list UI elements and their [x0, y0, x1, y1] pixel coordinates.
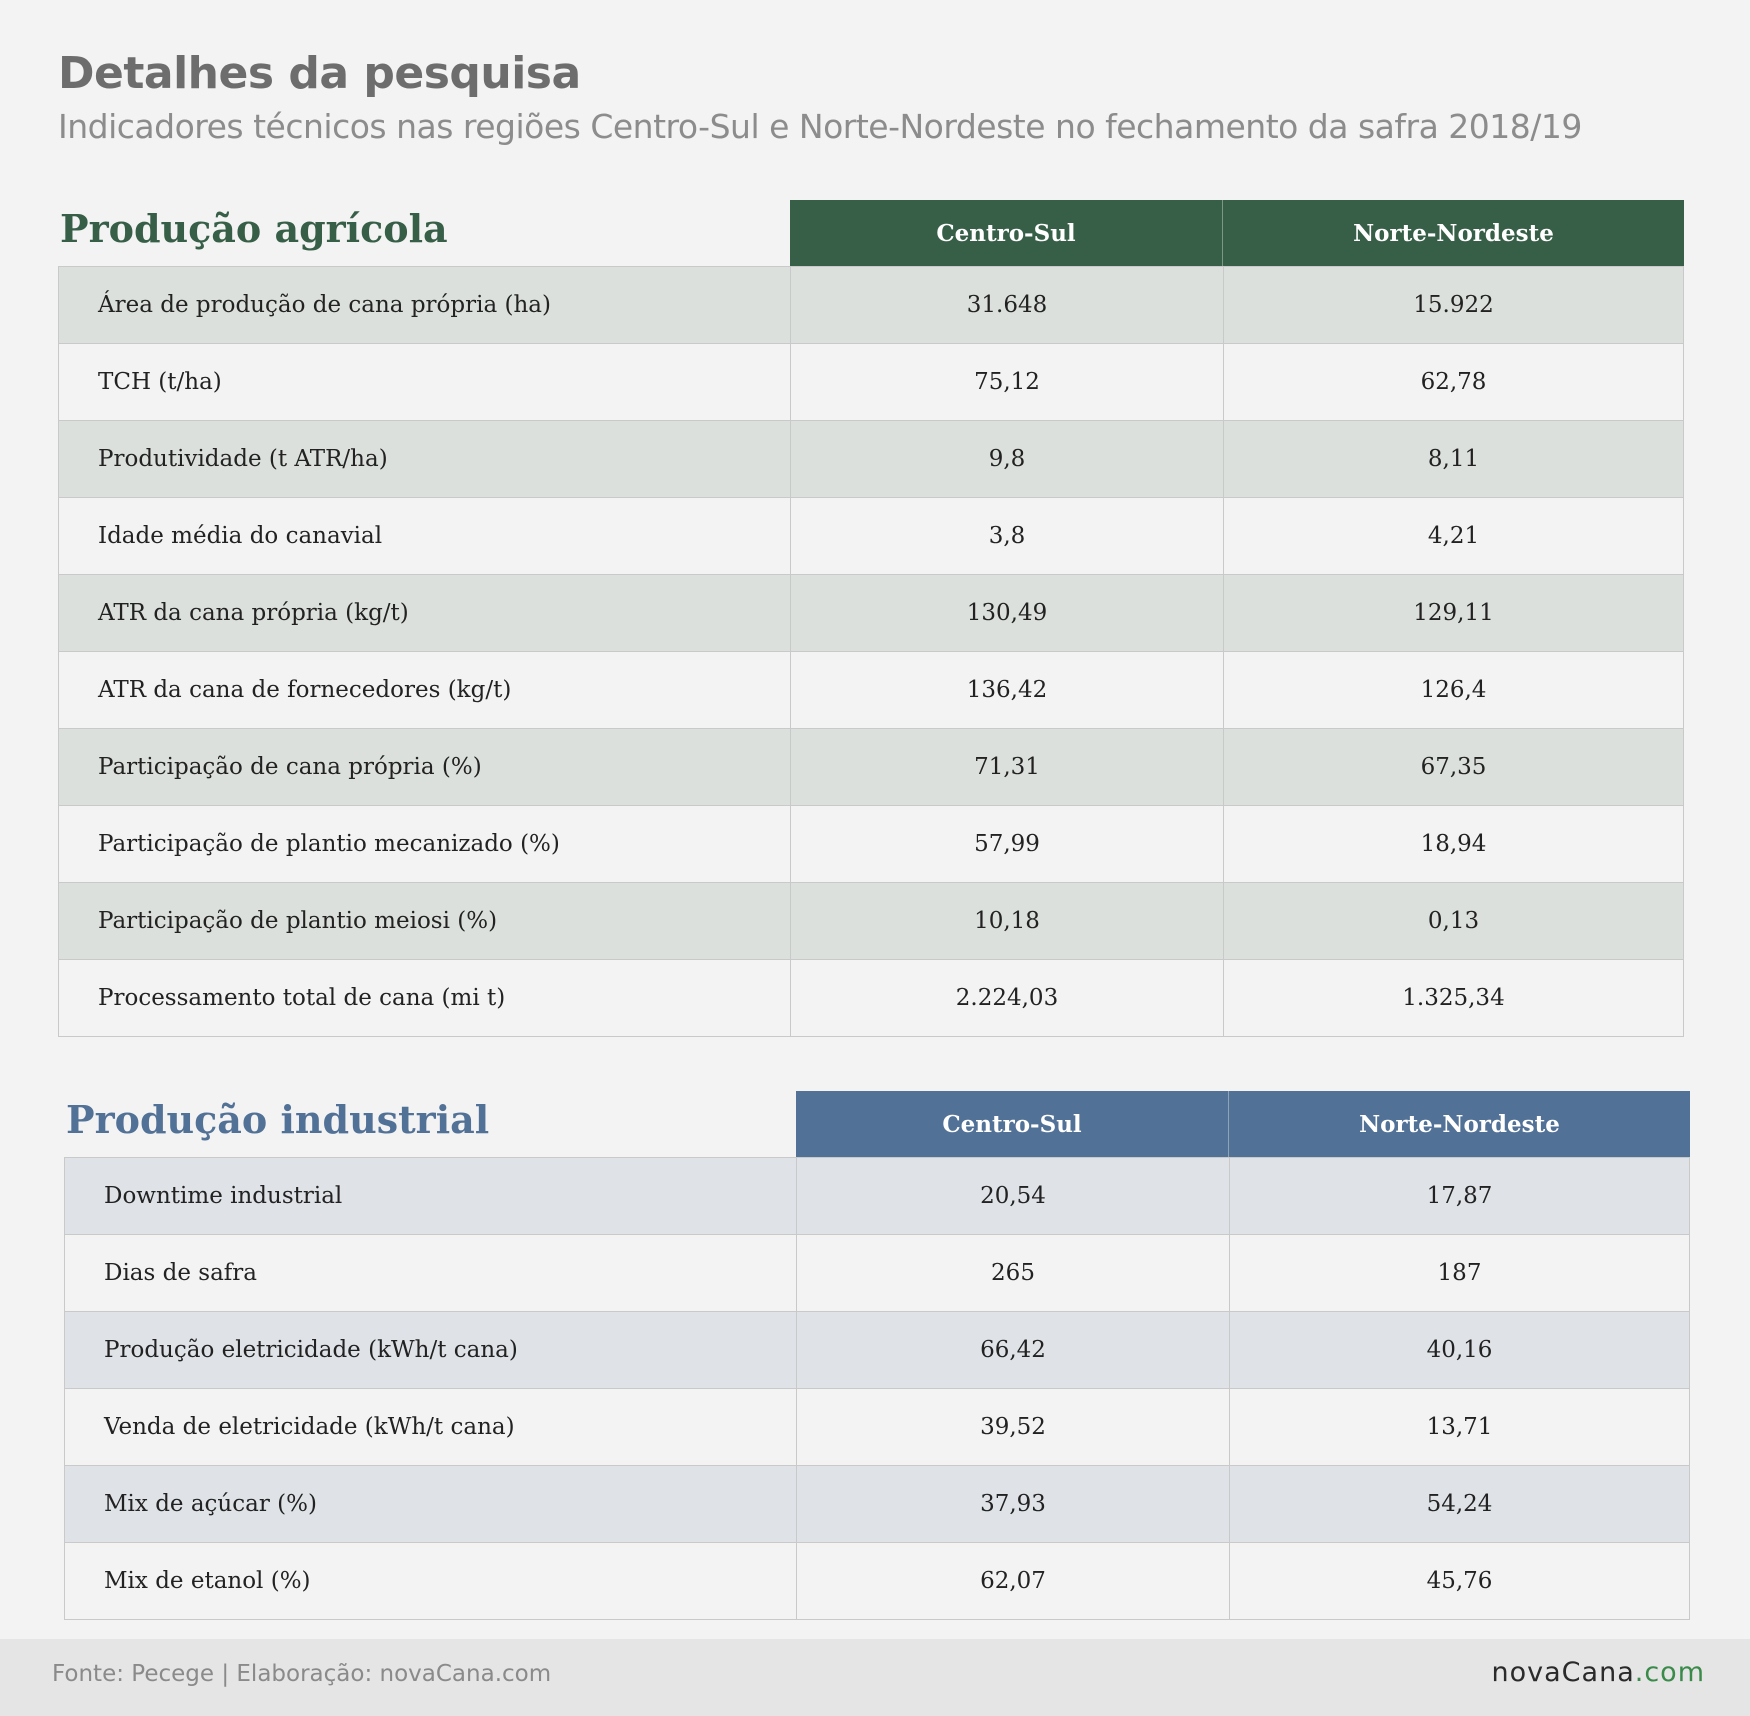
- value-norte-nordeste: 54,24: [1426, 1491, 1493, 1517]
- value-centro-sul: 136,42: [791, 652, 1224, 728]
- row-label: ATR da cana própria (kg/t): [59, 575, 791, 651]
- row-label: Mix de açúcar (%): [65, 1466, 797, 1542]
- novacana-logo[interactable]: novaCana.com: [1492, 1657, 1705, 1688]
- industrial-section: Produção industrial Centro-Sul Norte-Nor…: [64, 1091, 1690, 1620]
- value-centro-sul: 20,54: [797, 1158, 1230, 1234]
- value-norte-nordeste: 8,11: [1427, 446, 1480, 472]
- value-norte-nordeste: 126,4: [1420, 677, 1487, 703]
- row-label: Dias de safra: [65, 1235, 797, 1311]
- industrial-col-centro-sul: Centro-Sul: [796, 1091, 1229, 1157]
- agricultural-table: Área de produção de cana própria (ha) 31.…: [58, 266, 1684, 1037]
- industrial-col-norte-nordeste: Norte-Nordeste: [1229, 1091, 1690, 1157]
- row-label: Participação de plantio mecanizado (%): [59, 806, 791, 882]
- value-norte-nordeste: 45,76: [1426, 1568, 1493, 1594]
- row-label: Venda de eletricidade (kWh/t cana): [65, 1389, 797, 1465]
- value-norte-nordeste: 13,71: [1426, 1414, 1493, 1440]
- row-label: Participação de cana própria (%): [59, 729, 791, 805]
- row-label: Área de produção de cana própria (ha): [59, 267, 791, 343]
- table-row: Área de produção de cana própria (ha) 31.…: [59, 267, 1683, 344]
- value-centro-sul: 75,12: [791, 344, 1224, 420]
- table-row: ATR da cana própria (kg/t) 130,49 129,11: [59, 575, 1683, 652]
- value-norte-nordeste: 15.922: [1413, 292, 1494, 318]
- table-row: Venda de eletricidade (kWh/t cana) 39,52 1…: [65, 1389, 1689, 1466]
- table-row: Mix de açúcar (%) 37,93 54,24: [65, 1466, 1689, 1543]
- table-row: ATR da cana de fornecedores (kg/t) 136,42…: [59, 652, 1683, 729]
- value-norte-nordeste: 129,11: [1413, 600, 1494, 626]
- page-subtitle: Indicadores técnicos nas regiões Centro-…: [58, 107, 1582, 146]
- value-centro-sul: 62,07: [797, 1543, 1230, 1619]
- agricultural-section: Produção agrícola Centro-Sul Norte-Norde…: [58, 200, 1684, 1037]
- agricultural-title: Produção agrícola: [60, 206, 448, 251]
- table-row: Participação de cana própria (%) 71,31 67,…: [59, 729, 1683, 806]
- table-row: Participação de plantio meiosi (%) 10,18 0…: [59, 883, 1683, 960]
- row-label: Idade média do canavial: [59, 498, 791, 574]
- value-norte-nordeste: 0,13: [1427, 908, 1480, 934]
- value-norte-nordeste: 1.325,34: [1402, 985, 1505, 1011]
- table-row: Dias de safra 265 187: [65, 1235, 1689, 1312]
- value-centro-sul: 2.224,03: [791, 960, 1224, 1036]
- agricultural-col-centro-sul: Centro-Sul: [790, 200, 1223, 266]
- value-centro-sul: 39,52: [797, 1389, 1230, 1465]
- value-norte-nordeste: 17,87: [1426, 1183, 1493, 1209]
- source-credit: Fonte: Pecege | Elaboração: novaCana.com: [52, 1661, 552, 1687]
- value-centro-sul: 3,8: [791, 498, 1224, 574]
- value-norte-nordeste: 18,94: [1420, 831, 1487, 857]
- value-centro-sul: 71,31: [791, 729, 1224, 805]
- value-centro-sul: 57,99: [791, 806, 1224, 882]
- table-row: Processamento total de cana (mi t) 2.224,…: [59, 960, 1683, 1037]
- row-label: ATR da cana de fornecedores (kg/t): [59, 652, 791, 728]
- value-centro-sul: 9,8: [791, 421, 1224, 497]
- value-norte-nordeste: 4,21: [1427, 523, 1480, 549]
- industrial-header: Produção industrial Centro-Sul Norte-Nor…: [64, 1091, 1690, 1157]
- value-norte-nordeste: 40,16: [1426, 1337, 1493, 1363]
- row-label: Downtime industrial: [65, 1158, 797, 1234]
- table-row: Produtividade (t ATR/ha) 9,8 8,11: [59, 421, 1683, 498]
- value-centro-sul: 10,18: [791, 883, 1224, 959]
- value-centro-sul: 66,42: [797, 1312, 1230, 1388]
- logo-suffix: .com: [1634, 1657, 1705, 1688]
- table-row: Downtime industrial 20,54 17,87: [65, 1158, 1689, 1235]
- value-centro-sul: 31.648: [791, 267, 1224, 343]
- industrial-table: Downtime industrial 20,54 17,87 Dias de sa…: [64, 1157, 1690, 1620]
- row-label: Participação de plantio meiosi (%): [59, 883, 791, 959]
- table-row: TCH (t/ha) 75,12 62,78: [59, 344, 1683, 421]
- footer: Fonte: Pecege | Elaboração: novaCana.com…: [0, 1639, 1750, 1716]
- value-norte-nordeste: 187: [1437, 1260, 1482, 1286]
- industrial-title: Produção industrial: [66, 1097, 490, 1142]
- value-centro-sul: 37,93: [797, 1466, 1230, 1542]
- row-label: Processamento total de cana (mi t): [59, 960, 791, 1036]
- table-row: Participação de plantio mecanizado (%) 57…: [59, 806, 1683, 883]
- agricultural-col-norte-nordeste: Norte-Nordeste: [1223, 200, 1684, 266]
- value-centro-sul: 265: [797, 1235, 1230, 1311]
- row-label: Produção eletricidade (kWh/t cana): [65, 1312, 797, 1388]
- table-row: Mix de etanol (%) 62,07 45,76: [65, 1543, 1689, 1620]
- page-header: Detalhes da pesquisa Indicadores técnico…: [58, 48, 1582, 146]
- value-norte-nordeste: 62,78: [1420, 369, 1487, 395]
- value-centro-sul: 130,49: [791, 575, 1224, 651]
- row-label: Mix de etanol (%): [65, 1543, 797, 1619]
- page-title: Detalhes da pesquisa: [58, 48, 581, 99]
- logo-text: novaCana: [1491, 1657, 1635, 1688]
- row-label: Produtividade (t ATR/ha): [59, 421, 791, 497]
- agricultural-header: Produção agrícola Centro-Sul Norte-Norde…: [58, 200, 1684, 266]
- row-label: TCH (t/ha): [59, 344, 791, 420]
- value-norte-nordeste: 67,35: [1420, 754, 1487, 780]
- table-row: Produção eletricidade (kWh/t cana) 66,42 4…: [65, 1312, 1689, 1389]
- table-row: Idade média do canavial 3,8 4,21: [59, 498, 1683, 575]
